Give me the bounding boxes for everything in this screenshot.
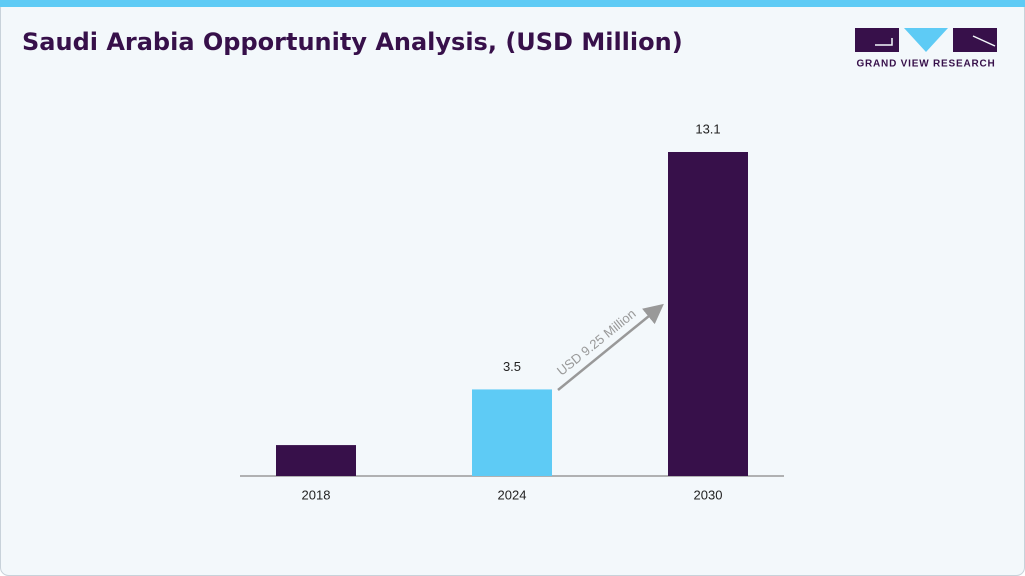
x-tick-label: 2018 [302, 487, 331, 502]
logo-triangle [904, 28, 948, 52]
logo-text: GRAND VIEW RESEARCH [856, 59, 995, 70]
growth-arrow [557, 303, 664, 391]
logo: GRAND VIEW RESEARCH [855, 28, 997, 70]
bar [668, 152, 748, 476]
x-tick-label: 2024 [498, 487, 527, 502]
logo-block [953, 28, 997, 52]
chart-title: Saudi Arabia Opportunity Analysis, (USD … [22, 28, 683, 56]
bar [276, 445, 356, 476]
top-band [0, 0, 1025, 7]
value-label: 13.1 [695, 121, 720, 136]
bar [472, 389, 552, 476]
logo-stroke [875, 38, 893, 46]
value-label: 3.5 [503, 359, 521, 374]
logo-stroke [972, 35, 996, 47]
x-tick-label: 2030 [694, 487, 723, 502]
